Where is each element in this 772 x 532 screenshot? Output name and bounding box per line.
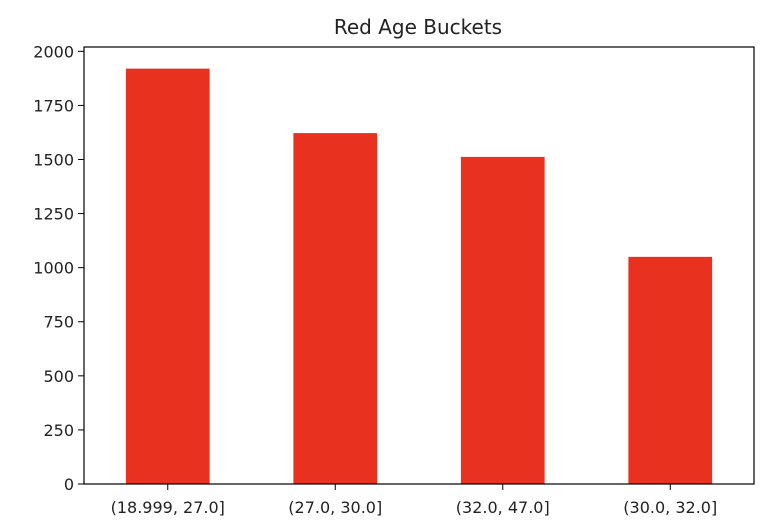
y-tick-label: 0 bbox=[64, 475, 74, 494]
bar-1 bbox=[293, 133, 378, 484]
bar-2 bbox=[460, 156, 545, 484]
y-tick-label: 1000 bbox=[33, 259, 74, 278]
y-tick-label: 1750 bbox=[33, 96, 74, 115]
chart-title: Red Age Buckets bbox=[334, 15, 502, 39]
bar-3 bbox=[628, 256, 713, 484]
plot-frame bbox=[83, 46, 755, 485]
x-tick-label: (27.0, 30.0] bbox=[288, 498, 382, 517]
bar-0 bbox=[125, 68, 210, 484]
x-tick-label: (30.0, 32.0] bbox=[623, 498, 717, 517]
x-axis: (18.999, 27.0] (27.0, 30.0] (32.0, 47.0] (3… bbox=[111, 484, 717, 517]
x-tick-label: (18.999, 27.0] bbox=[111, 498, 225, 517]
y-tick-label: 2000 bbox=[33, 42, 74, 61]
y-tick-label: 1250 bbox=[33, 205, 74, 224]
y-axis: 0 250 500 750 1000 1250 1500 1750 2000 bbox=[33, 42, 84, 494]
y-tick-label: 1500 bbox=[33, 150, 74, 169]
bars-layer bbox=[125, 68, 713, 484]
x-tick-label: (32.0, 47.0] bbox=[456, 498, 550, 517]
y-tick-label: 250 bbox=[43, 421, 74, 440]
y-tick-label: 500 bbox=[43, 367, 74, 386]
y-tick-label: 750 bbox=[43, 313, 74, 332]
